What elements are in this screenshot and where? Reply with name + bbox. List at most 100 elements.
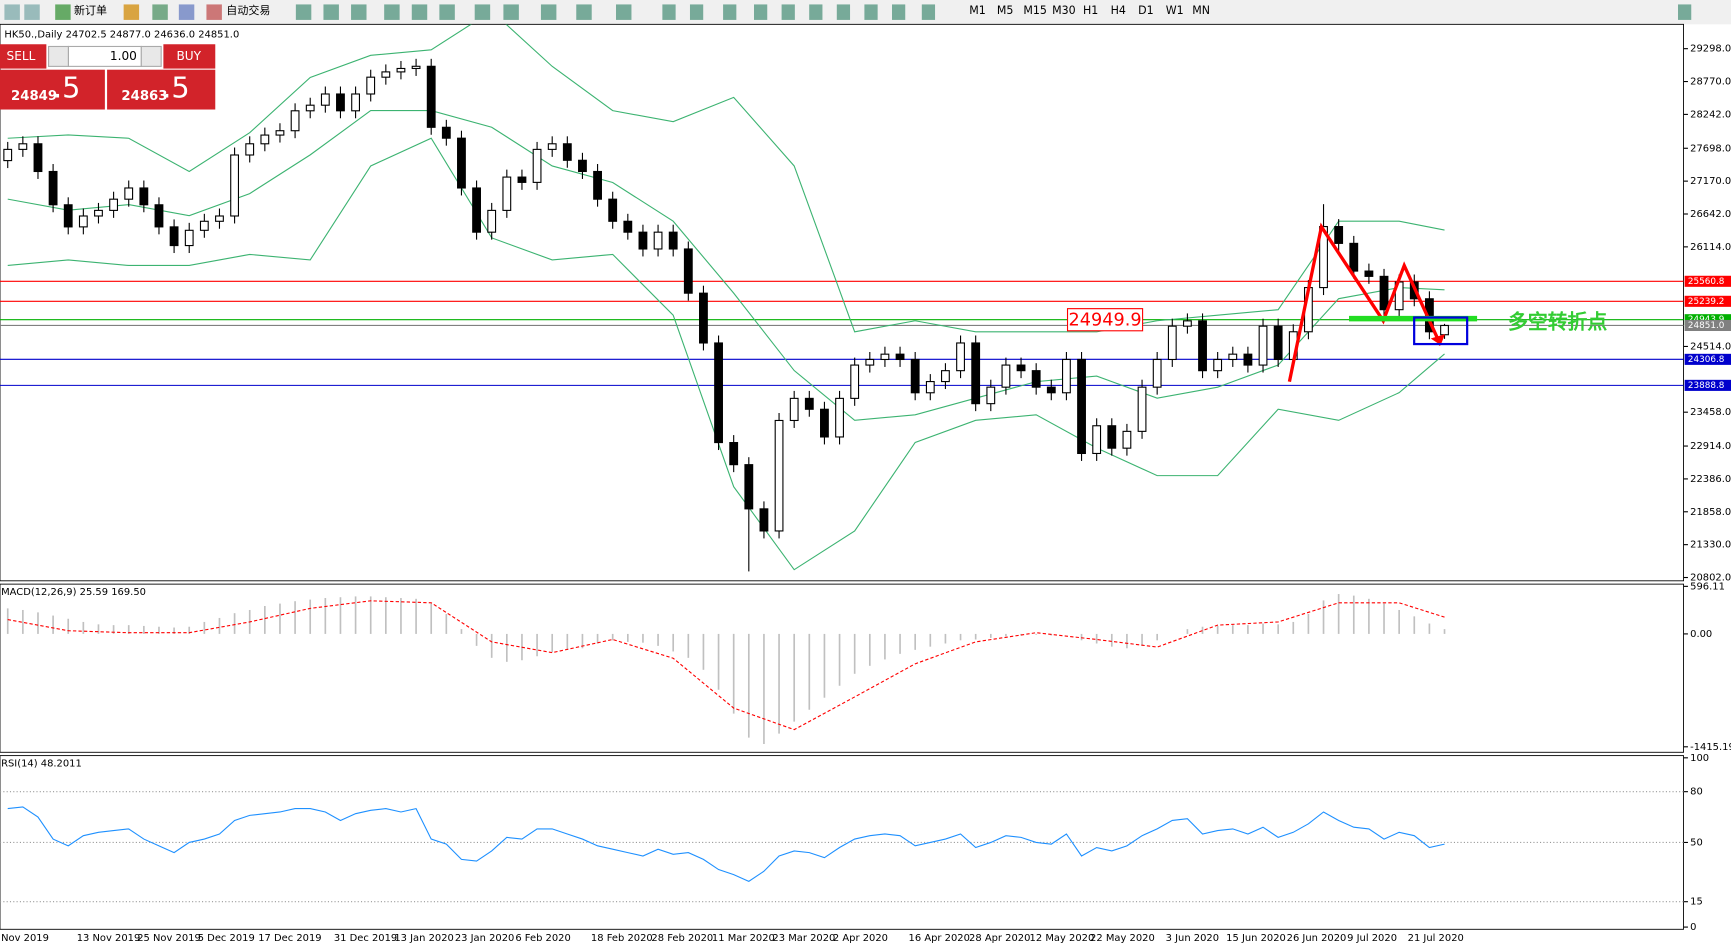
candle-body xyxy=(18,143,28,150)
bollinger-lower xyxy=(7,137,1445,571)
icon[interactable] xyxy=(24,4,40,20)
candle-body xyxy=(683,248,693,294)
icon[interactable] xyxy=(576,4,592,20)
candle-body xyxy=(1031,370,1041,388)
timeframe[interactable]: H4 xyxy=(1111,4,1126,17)
toolbar-button[interactable]: 自动交易 xyxy=(226,3,270,17)
icon[interactable] xyxy=(503,4,519,20)
lot-up[interactable] xyxy=(140,45,162,67)
icon[interactable] xyxy=(809,4,823,20)
icon[interactable] xyxy=(540,4,557,20)
sell-price[interactable]: 24849 xyxy=(11,89,57,104)
icon[interactable] xyxy=(1678,4,1692,20)
candle-body xyxy=(199,220,209,231)
toolbar-button[interactable]: 新订单 xyxy=(74,3,107,17)
timeframe[interactable]: H1 xyxy=(1083,4,1098,17)
candle-body xyxy=(804,397,814,410)
y-tick-label: 100 xyxy=(1690,753,1709,764)
candle-body xyxy=(457,137,466,189)
icon[interactable] xyxy=(178,4,195,20)
icon[interactable] xyxy=(323,4,339,20)
buy-price[interactable]: 24863 xyxy=(121,89,167,104)
icon[interactable] xyxy=(351,4,367,20)
candle-body xyxy=(714,342,723,444)
timeframe[interactable]: M1 xyxy=(969,4,986,17)
timeframe[interactable]: M15 xyxy=(1023,4,1047,17)
candle-body xyxy=(381,71,391,78)
candle-body xyxy=(472,187,481,233)
sell-price-box[interactable] xyxy=(0,69,105,110)
buy-button[interactable] xyxy=(163,44,216,69)
x-tick-label: 25 Nov 2019 xyxy=(137,933,201,944)
candle-body xyxy=(1364,270,1374,277)
icon[interactable] xyxy=(206,4,222,20)
sell-pips[interactable]: .5 xyxy=(53,71,80,105)
icon[interactable] xyxy=(662,4,676,20)
candle-body xyxy=(1213,358,1223,372)
timeframe[interactable]: M30 xyxy=(1052,4,1076,17)
icon[interactable] xyxy=(616,4,632,20)
level-label-box xyxy=(1684,314,1731,326)
x-tick-label: Nov 2019 xyxy=(1,933,49,944)
icon[interactable] xyxy=(55,4,71,20)
x-tick-label: 15 Jun 2020 xyxy=(1226,933,1286,944)
candle-body xyxy=(109,198,119,211)
sell-label[interactable]: SELL xyxy=(7,49,36,63)
icon[interactable] xyxy=(864,4,878,20)
icon[interactable] xyxy=(123,4,140,20)
candle-body xyxy=(1273,325,1283,361)
x-tick-label: 18 Feb 2020 xyxy=(591,933,653,944)
icon[interactable] xyxy=(474,4,491,20)
candle-body xyxy=(895,353,905,361)
buy-pips[interactable]: .5 xyxy=(162,71,189,105)
candle-body xyxy=(593,170,602,200)
icon[interactable] xyxy=(439,4,455,20)
buy-label[interactable]: BUY xyxy=(176,49,201,63)
sell-button[interactable] xyxy=(0,44,47,69)
icon[interactable] xyxy=(723,4,737,20)
icon[interactable] xyxy=(4,4,20,20)
y-tick-label: 0 xyxy=(1690,922,1696,933)
candle-body xyxy=(774,419,784,532)
icon[interactable] xyxy=(411,4,428,20)
icon[interactable] xyxy=(689,4,704,20)
x-tick-label: 23 Mar 2020 xyxy=(772,933,835,944)
y-tick-label: 27170.0 xyxy=(1690,176,1731,187)
candle-body xyxy=(850,364,860,399)
lot-down[interactable] xyxy=(48,45,69,67)
icon[interactable] xyxy=(921,4,936,20)
lot-value[interactable]: 1.00 xyxy=(110,49,137,63)
candle-body xyxy=(366,76,376,95)
candle-body xyxy=(502,176,512,211)
icon[interactable] xyxy=(384,4,400,20)
x-tick-label: 3 Jun 2020 xyxy=(1166,933,1219,944)
candle-body xyxy=(562,143,572,161)
level-label-box xyxy=(1684,353,1731,365)
icon[interactable] xyxy=(891,4,906,20)
x-tick-label: 28 Feb 2020 xyxy=(651,933,713,944)
timeframe[interactable]: D1 xyxy=(1138,4,1154,17)
candle-body xyxy=(1122,430,1132,449)
buy-price-box[interactable] xyxy=(107,69,216,110)
candle-body xyxy=(260,134,270,145)
candle-body xyxy=(623,220,633,233)
y-tick-label: 26114.0 xyxy=(1690,242,1731,253)
icon[interactable] xyxy=(295,4,312,20)
timeframe[interactable]: M5 xyxy=(997,4,1014,17)
candle-body xyxy=(411,65,421,70)
macd-pane xyxy=(0,583,1684,753)
candle-body xyxy=(1077,358,1086,455)
icon[interactable] xyxy=(781,4,795,20)
candle-body xyxy=(215,215,224,222)
candle-body xyxy=(351,93,360,112)
candle-body xyxy=(547,143,557,150)
y-tick-label: 21858.0 xyxy=(1690,507,1731,518)
icon[interactable] xyxy=(836,4,851,20)
x-tick-label: 6 Feb 2020 xyxy=(515,933,570,944)
timeframe[interactable]: W1 xyxy=(1166,4,1184,17)
candle-body xyxy=(245,143,255,156)
timeframe[interactable]: MN xyxy=(1192,4,1210,17)
icon[interactable] xyxy=(754,4,768,20)
x-tick-label: 12 May 2020 xyxy=(1030,933,1095,944)
icon[interactable] xyxy=(152,4,168,20)
